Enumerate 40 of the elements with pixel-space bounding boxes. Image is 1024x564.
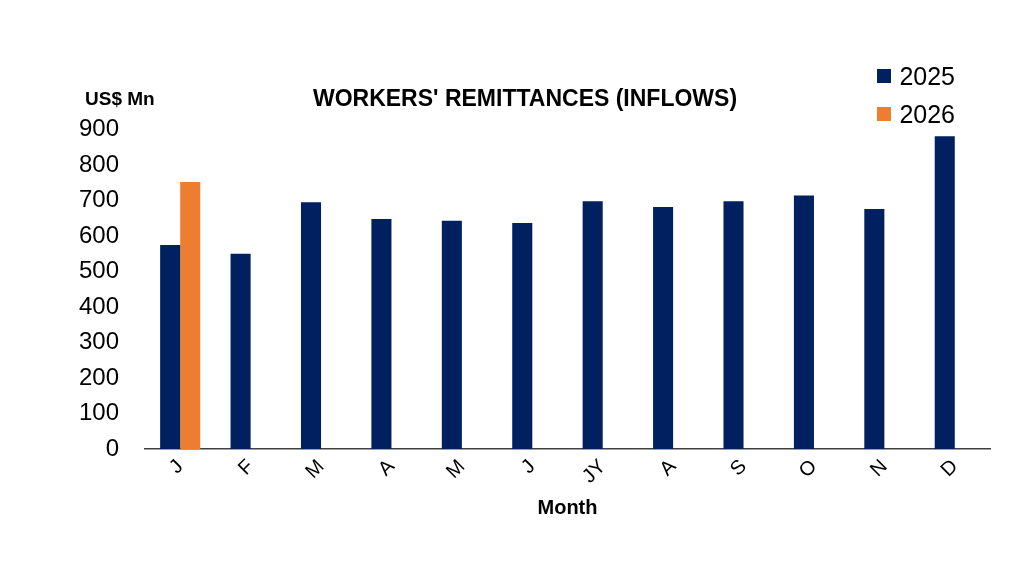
bar (230, 253, 251, 449)
bar (864, 209, 885, 449)
x-tick-label: O (794, 454, 821, 482)
legend-label: 2026 (899, 99, 955, 129)
bar (160, 244, 181, 449)
chart-title: WORKERS' REMITTANCES (INFLOWS) (312, 85, 738, 112)
bar (723, 201, 744, 449)
bar (180, 182, 201, 449)
y-tick-label: 500 (78, 256, 119, 284)
y-tick-label: 200 (78, 362, 119, 390)
y-tick-label: 400 (78, 291, 119, 319)
bar (653, 206, 674, 449)
x-tick-label: N (865, 454, 892, 481)
bar (793, 195, 814, 449)
y-axis-title: US$ Mn (85, 87, 155, 109)
x-tick-label: M (300, 454, 328, 482)
y-tick-label: 0 (105, 433, 119, 461)
bar (512, 222, 533, 449)
bar (582, 201, 603, 449)
bar (300, 202, 322, 449)
x-tick-label: A (654, 454, 681, 480)
bar (441, 220, 462, 449)
x-tick-label: J (164, 454, 187, 478)
bar (934, 136, 955, 449)
x-tick-label: JY (577, 454, 610, 487)
x-axis-title: Month (537, 495, 598, 518)
y-tick-label: 300 (78, 327, 119, 355)
x-tick-label: M (441, 454, 469, 482)
legend-label: 2025 (899, 61, 955, 91)
x-tick-label: F (233, 454, 258, 479)
y-tick-label: 900 (78, 114, 119, 142)
y-tick-label: 800 (78, 149, 119, 177)
x-tick-label: A (373, 454, 399, 480)
x-tick-label: J (516, 454, 540, 478)
x-tick-label: S (725, 454, 751, 480)
y-tick-label: 100 (78, 398, 119, 426)
y-tick-label: 600 (78, 220, 119, 248)
y-tick-label: 700 (78, 185, 119, 213)
x-tick-label: D (935, 454, 962, 481)
bar (371, 219, 392, 449)
